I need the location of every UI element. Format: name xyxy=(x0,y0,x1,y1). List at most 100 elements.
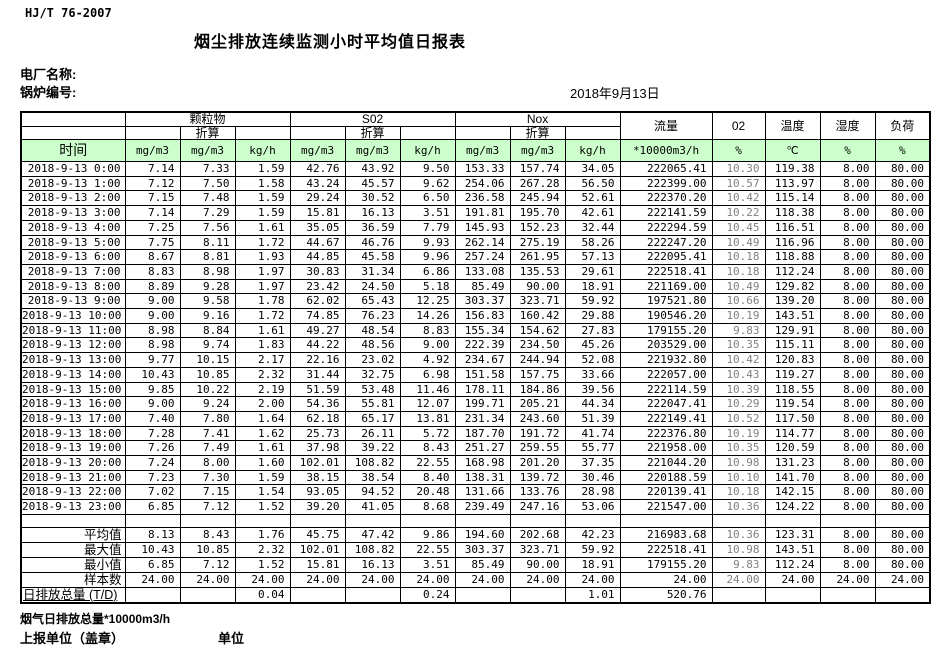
hourly-data-row: 2018-9-13 18:00 7.28 7.41 1.62 25.73 26.11 5.7… xyxy=(20,425,931,442)
value-cell: 139.72 xyxy=(509,469,566,486)
summary-value-cell: 80.00 xyxy=(874,526,931,543)
value-cell: 10.49 xyxy=(711,234,766,251)
value-cell: 57.13 xyxy=(564,249,621,265)
value-cell: 9.00 xyxy=(399,337,456,354)
value-cell: 190546.20 xyxy=(619,308,713,324)
value-cell: 30.52 xyxy=(344,190,401,207)
value-cell: 251.27 xyxy=(454,440,511,457)
value-cell: 31.34 xyxy=(344,263,401,280)
value-cell: 44.85 xyxy=(289,249,346,265)
value-cell: 10.45 xyxy=(711,219,766,236)
value-cell: 16.13 xyxy=(344,205,401,221)
summary-value-cell: 202.68 xyxy=(509,526,566,543)
summary-value-cell: 10.98 xyxy=(711,541,766,558)
time-cell: 2018-9-13 22:00 xyxy=(20,484,126,501)
value-cell: 234.67 xyxy=(454,352,511,368)
value-cell: 76.23 xyxy=(344,308,401,324)
summary-value-cell: 7.12 xyxy=(179,556,236,573)
summary-value-cell: 179155.20 xyxy=(619,556,713,573)
value-cell: 1.54 xyxy=(234,484,291,501)
value-cell: 10.98 xyxy=(711,455,766,471)
value-cell: 7.30 xyxy=(179,469,236,486)
time-cell: 2018-9-13 8:00 xyxy=(20,278,126,295)
value-cell: 10.85 xyxy=(179,366,236,383)
group-header-particulate: 颗粒物 xyxy=(124,111,291,127)
empty-cell xyxy=(874,513,931,528)
value-cell: 10.19 xyxy=(711,425,766,442)
time-cell: 2018-9-13 12:00 xyxy=(20,337,126,354)
value-cell: 8.00 xyxy=(819,190,876,207)
value-cell: 7.56 xyxy=(179,219,236,236)
value-cell: 222149.41 xyxy=(619,410,713,427)
value-cell: 7.14 xyxy=(124,205,181,221)
time-cell: 2018-9-13 23:00 xyxy=(20,499,126,515)
value-cell: 1.64 xyxy=(234,410,291,427)
value-cell: 7.29 xyxy=(179,205,236,221)
value-cell: 7.80 xyxy=(179,410,236,427)
value-cell: 7.25 xyxy=(124,219,181,236)
value-cell: 1.72 xyxy=(234,308,291,324)
summary-value-cell xyxy=(289,586,346,604)
value-cell: 7.26 xyxy=(124,440,181,457)
value-cell: 191.81 xyxy=(454,205,511,221)
report-date: 2018年9月13日 xyxy=(570,86,660,101)
summary-value-cell: 90.00 xyxy=(509,556,566,573)
value-cell: 201.20 xyxy=(509,455,566,471)
column-header-temperature: 温度 xyxy=(764,111,821,140)
value-cell: 10.35 xyxy=(711,337,766,354)
value-cell: 36.59 xyxy=(344,219,401,236)
value-cell: 80.00 xyxy=(874,410,931,427)
converted-label: 折算 xyxy=(179,125,236,140)
value-cell: 8.00 xyxy=(819,249,876,265)
value-cell: 1.60 xyxy=(234,455,291,471)
value-cell: 7.48 xyxy=(179,190,236,207)
value-cell: 44.67 xyxy=(289,234,346,251)
value-cell: 152.23 xyxy=(509,219,566,236)
time-cell: 2018-9-13 0:00 xyxy=(20,161,126,177)
value-cell: 8.00 xyxy=(819,469,876,486)
time-cell: 2018-9-13 4:00 xyxy=(20,219,126,236)
value-cell: 6.50 xyxy=(399,190,456,207)
value-cell: 15.81 xyxy=(289,205,346,221)
value-cell: 10.35 xyxy=(711,440,766,457)
summary-value-cell: 24.00 xyxy=(711,571,766,588)
value-cell: 8.40 xyxy=(399,469,456,486)
value-cell: 8.00 xyxy=(819,499,876,515)
value-cell: 120.83 xyxy=(764,352,821,368)
hourly-data-row: 2018-9-13 4:00 7.25 7.56 1.61 35.05 36.59 7.79… xyxy=(20,219,931,236)
hourly-data-row: 2018-9-13 1:00 7.12 7.50 1.58 43.24 45.57 9.62… xyxy=(20,175,931,192)
summary-value-cell: 80.00 xyxy=(874,556,931,573)
value-cell: 118.55 xyxy=(764,381,821,398)
value-cell: 10.18 xyxy=(711,484,766,501)
value-cell: 129.91 xyxy=(764,322,821,339)
summary-value-cell: 9.83 xyxy=(711,556,766,573)
value-cell: 131.23 xyxy=(764,455,821,471)
value-cell: 45.26 xyxy=(564,337,621,354)
summary-value-cell: 24.00 xyxy=(819,571,876,588)
value-cell: 157.74 xyxy=(509,161,566,177)
value-cell: 1.58 xyxy=(234,175,291,192)
value-cell: 145.93 xyxy=(454,219,511,236)
value-cell: 244.94 xyxy=(509,352,566,368)
value-cell: 39.20 xyxy=(289,499,346,515)
summary-value-cell: 59.92 xyxy=(564,541,621,558)
summary-value-cell xyxy=(344,586,401,604)
value-cell: 245.94 xyxy=(509,190,566,207)
summary-value-cell: 18.91 xyxy=(564,556,621,573)
value-cell: 37.98 xyxy=(289,440,346,457)
value-cell: 2.32 xyxy=(234,366,291,383)
report-table: 颗粒物 S02 Nox 流量 02 温度 湿度 负荷 折算 折算 折算 时间 m… xyxy=(20,111,932,604)
value-cell: 8.00 xyxy=(819,293,876,310)
summary-value-cell: 24.00 xyxy=(399,571,456,588)
value-cell: 43.92 xyxy=(344,161,401,177)
summary-value-cell: 1.76 xyxy=(234,526,291,543)
empty-cell xyxy=(399,513,456,528)
value-cell: 1.93 xyxy=(234,249,291,265)
value-cell: 10.43 xyxy=(124,366,181,383)
value-cell: 1.61 xyxy=(234,440,291,457)
value-cell: 220188.59 xyxy=(619,469,713,486)
summary-value-cell: 10.43 xyxy=(124,541,181,558)
value-cell: 25.73 xyxy=(289,425,346,442)
summary-value-cell: 1.01 xyxy=(564,586,621,604)
value-cell: 203529.00 xyxy=(619,337,713,354)
